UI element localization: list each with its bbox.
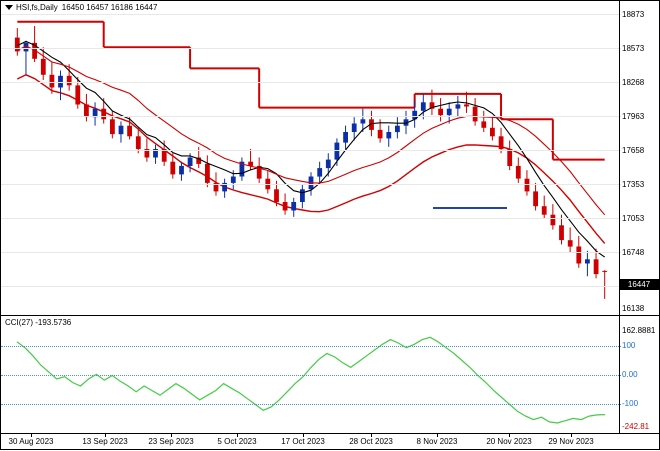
indicator-axis: 162.8881 100 0.00 -100 -242.81 (619, 316, 659, 434)
price-axis-label: 17353 (622, 180, 645, 189)
indicator-header: CCI(27) -193.5736 (5, 318, 72, 327)
collapse-triangle-icon[interactable] (5, 5, 13, 11)
time-axis-label: 29 Nov 2023 (548, 437, 594, 446)
gridline (1, 116, 621, 117)
time-tick (437, 434, 438, 437)
cci-axis-label-top: 162.8881 (622, 326, 656, 335)
cci-axis-label-neg100: -100 (622, 399, 639, 408)
cci-axis-label-100: 100 (622, 341, 636, 350)
time-axis-label: 17 Oct 2023 (281, 437, 325, 446)
cci-series-svg (16, 336, 606, 424)
gridline (1, 82, 621, 83)
time-tick (303, 434, 304, 437)
gridline (1, 184, 621, 185)
indicator-pane: CCI(27) -193.5736 162.8881 100 0.00 -100… (1, 315, 659, 434)
price-axis-label: 17658 (622, 146, 645, 155)
symbol-label: HSI,fs,Daily (16, 3, 58, 12)
price-axis: 18873 18573 18268 17963 17658 17353 1705… (619, 1, 659, 315)
gridline (1, 150, 621, 151)
time-tick (571, 434, 572, 437)
time-tick (237, 434, 238, 437)
time-axis-label: 5 Oct 2023 (217, 437, 257, 446)
cci-level-0 (1, 375, 621, 376)
gridline (1, 286, 621, 287)
price-axis-label: 17053 (622, 214, 645, 223)
time-axis: 30 Aug 2023 13 Sep 2023 23 Sep 2023 5 Oc… (1, 433, 659, 451)
time-axis-label: 13 Sep 2023 (82, 437, 128, 446)
time-tick (31, 434, 32, 437)
price-pane-header: HSI,fs,Daily 16450 16457 16186 16447 (5, 3, 157, 12)
price-pane: HSI,fs,Daily 16450 16457 16186 16447 1887… (1, 1, 659, 315)
cci-level-100 (1, 346, 621, 347)
cci-level-neg100 (1, 404, 621, 405)
price-axis-label: 16748 (622, 248, 645, 257)
cci-axis-label-0: 0.00 (622, 370, 638, 379)
price-series-svg (14, 20, 608, 299)
price-axis-label: 17963 (622, 112, 645, 121)
time-axis-label: 20 Nov 2023 (486, 437, 532, 446)
time-tick (171, 434, 172, 437)
gridline (1, 48, 621, 49)
price-axis-label: 18573 (622, 44, 645, 53)
price-axis-label: 18873 (622, 10, 645, 19)
gridline (1, 14, 621, 15)
time-tick (509, 434, 510, 437)
time-tick (371, 434, 372, 437)
gridline (1, 218, 621, 219)
time-tick (105, 434, 106, 437)
price-axis-label: 16138 (622, 304, 645, 313)
time-axis-label: 23 Sep 2023 (148, 437, 194, 446)
time-axis-label: 30 Aug 2023 (8, 437, 54, 446)
blue-marker-line[interactable] (433, 207, 507, 209)
ohlc-values: 16450 16457 16186 16447 (61, 3, 158, 12)
gridline (1, 252, 621, 253)
last-price-tag: 16447 (619, 279, 659, 290)
time-axis-label: 28 Oct 2023 (349, 437, 393, 446)
price-plot (1, 1, 621, 315)
time-axis-label: 8 Nov 2023 (416, 437, 458, 446)
price-axis-label: 18268 (622, 78, 645, 87)
indicator-plot (1, 316, 621, 434)
cci-axis-label-bottom: -242.81 (622, 422, 650, 431)
